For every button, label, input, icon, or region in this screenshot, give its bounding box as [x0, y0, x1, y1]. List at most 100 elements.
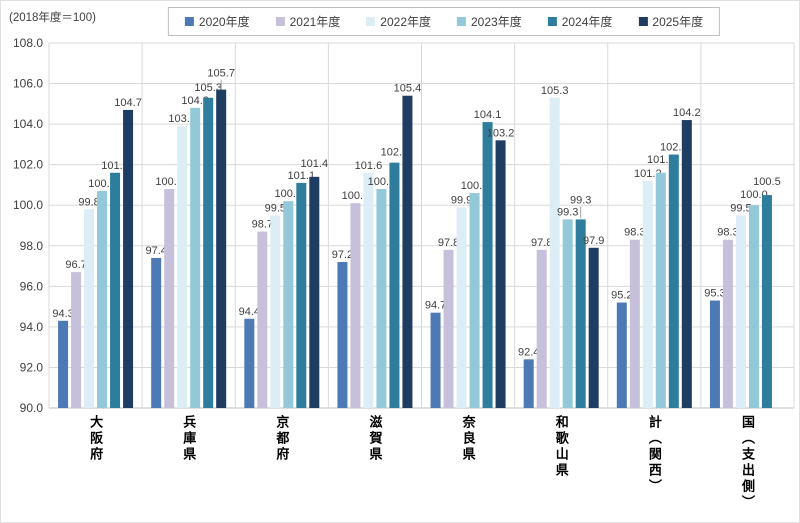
- bar: [123, 109, 134, 409]
- legend-item: 2022年度: [366, 13, 431, 30]
- legend-swatch: [275, 17, 285, 26]
- bar-value-label: 104.8: [181, 95, 209, 107]
- bar-value-label: 95.2: [611, 290, 632, 302]
- bar-value-label: 99.8: [78, 196, 99, 208]
- bar: [681, 120, 692, 409]
- legend-swatch: [366, 17, 376, 26]
- bar-value-label: 97.4: [145, 245, 166, 257]
- bar-value-label: 102.5: [660, 142, 688, 154]
- bar: [71, 272, 82, 408]
- bar-value-label: 100.6: [461, 180, 489, 192]
- bar: [151, 257, 162, 408]
- legend-item: 2020年度: [184, 13, 250, 30]
- bar-value-label: 94.7: [425, 300, 446, 312]
- bar: [84, 209, 95, 408]
- legend-swatch: [547, 17, 557, 26]
- bar: [456, 207, 467, 408]
- legend-swatch: [638, 17, 648, 26]
- bar-value-label: 103.9: [168, 113, 196, 125]
- y-axis-tick-label: 96.0: [20, 279, 44, 293]
- bar-value-label: 92.4: [518, 346, 539, 358]
- bar-value-label: 101.4: [301, 158, 329, 170]
- bar: [482, 122, 493, 408]
- bar: [402, 95, 413, 408]
- bar-value-label: 96.7: [65, 259, 86, 271]
- legend-label: 2022年度: [380, 15, 431, 29]
- y-axis-tick-label: 104.0: [13, 117, 43, 131]
- bar: [363, 172, 374, 408]
- bar: [203, 97, 214, 408]
- bar-value-label: 98.3: [624, 227, 645, 239]
- bar: [523, 359, 534, 408]
- bar-value-label: 99.3: [570, 194, 591, 206]
- bar-value-label: 98.7: [252, 219, 273, 231]
- bar: [164, 189, 175, 408]
- bar-value-label: 100.5: [753, 176, 781, 188]
- legend-label: 2020年度: [198, 15, 250, 29]
- bar: [58, 320, 69, 408]
- bar: [190, 107, 201, 408]
- bar-value-label: 99.9: [451, 194, 472, 206]
- bar: [735, 215, 746, 408]
- bar-value-label: 101.6: [101, 160, 129, 172]
- bar-value-label: 97.8: [438, 237, 459, 249]
- bar: [110, 172, 121, 408]
- legend-item: 2021年度: [275, 13, 340, 30]
- y-axis-tick-label: 106.0: [13, 77, 43, 91]
- bar: [270, 215, 281, 408]
- y-axis-tick-label: 92.0: [20, 360, 44, 374]
- bar: [469, 193, 480, 408]
- bar-value-label: 94.4: [239, 306, 260, 318]
- bar-value-label: 101.6: [355, 160, 383, 172]
- bar: [443, 249, 454, 408]
- bar: [257, 231, 268, 408]
- y-axis-tick-label: 94.0: [20, 320, 44, 334]
- bar: [296, 182, 307, 408]
- bar-value-label: 95.3: [704, 288, 725, 300]
- bar-value-label: 101.6: [647, 154, 675, 166]
- bar-value-label: 94.3: [52, 308, 73, 320]
- bar: [549, 97, 560, 408]
- legend-label: 2024年度: [561, 15, 613, 29]
- bar: [616, 302, 627, 408]
- bar: [722, 239, 733, 408]
- bar-value-label: 105.4: [394, 83, 422, 95]
- legend-item: 2025年度: [638, 13, 703, 30]
- bar: [562, 219, 573, 408]
- y-axis-tick-label: 102.0: [13, 158, 43, 172]
- bar-value-label: 98.3: [717, 227, 738, 239]
- bar: [575, 219, 586, 408]
- bar-value-label: 101.1: [288, 170, 316, 182]
- bar: [244, 318, 255, 408]
- bar: [309, 176, 320, 408]
- bar: [177, 126, 188, 408]
- bar: [389, 162, 400, 408]
- bar: [283, 201, 294, 408]
- bar-value-label: 104.7: [114, 97, 142, 109]
- y-axis-tick-label: 90.0: [20, 401, 44, 415]
- bar: [668, 154, 679, 408]
- bar: [216, 89, 227, 408]
- bar-value-label: 105.3: [194, 82, 222, 94]
- legend-label: 2025年度: [652, 15, 704, 29]
- bar-value-label: 100.8: [368, 176, 396, 188]
- bar: [376, 189, 387, 408]
- bar: [495, 140, 506, 409]
- bar-value-label: 97.2: [332, 249, 353, 261]
- bar-value-label: 99.3: [557, 206, 578, 218]
- bar: [430, 312, 441, 408]
- bar-value-label: 100.0: [740, 189, 768, 201]
- legend: 2020年度 2021年度 2022年度 2023年度 2024年度 2025年度: [167, 7, 721, 36]
- legend-swatch: [457, 17, 466, 26]
- bar-value-label: 103.2: [487, 127, 515, 139]
- legend-item: 2024年度: [547, 13, 613, 30]
- bar: [350, 203, 361, 408]
- legend-swatch: [184, 17, 194, 26]
- bar: [337, 262, 348, 408]
- bar-value-label: 100.1: [342, 190, 370, 202]
- legend-item: 2023年度: [457, 13, 522, 30]
- y-axis-tick-label: 108.0: [13, 36, 43, 50]
- bar-value-label: 104.2: [673, 107, 701, 119]
- bar: [629, 239, 640, 408]
